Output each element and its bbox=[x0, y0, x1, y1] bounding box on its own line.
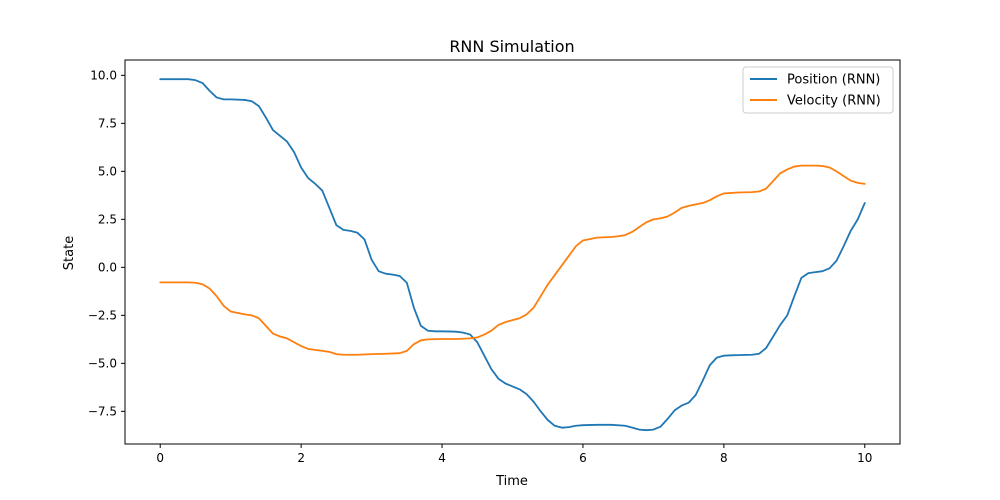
chart-title: RNN Simulation bbox=[449, 37, 574, 56]
x-tick-label: 4 bbox=[438, 451, 446, 465]
y-tick-label: −2.5 bbox=[88, 308, 117, 322]
y-tick-label: 5.0 bbox=[98, 164, 117, 178]
y-axis-label: State bbox=[62, 236, 77, 270]
legend-label-1: Velocity (RNN) bbox=[787, 94, 881, 109]
x-tick-label: 0 bbox=[156, 451, 164, 465]
legend-label-0: Position (RNN) bbox=[787, 73, 880, 88]
series-line-1 bbox=[159, 164, 866, 356]
y-tick-label: 7.5 bbox=[98, 116, 117, 130]
y-tick-label: −5.0 bbox=[88, 356, 117, 370]
plot-frame bbox=[124, 59, 901, 445]
x-tick-label: 6 bbox=[579, 451, 587, 465]
legend-box bbox=[742, 66, 894, 114]
y-axis: −7.5 −5.0 −2.5 0.0 2.5 5.0 7.5 10.0 bbox=[88, 68, 125, 418]
x-axis: 0 2 4 6 8 10 bbox=[156, 444, 872, 465]
series-line-0 bbox=[159, 78, 866, 432]
x-tick-label: 8 bbox=[720, 451, 728, 465]
x-tick-label: 2 bbox=[297, 451, 305, 465]
y-tick-label: 10.0 bbox=[90, 68, 117, 82]
plot-area bbox=[159, 78, 866, 432]
x-tick-label: 10 bbox=[857, 451, 872, 465]
legend: Position (RNN) Velocity (RNN) bbox=[742, 66, 894, 114]
x-axis-label: Time bbox=[495, 474, 528, 489]
y-tick-label: −7.5 bbox=[88, 404, 117, 418]
y-tick-label: 0.0 bbox=[98, 260, 117, 274]
y-tick-label: 2.5 bbox=[98, 212, 117, 226]
